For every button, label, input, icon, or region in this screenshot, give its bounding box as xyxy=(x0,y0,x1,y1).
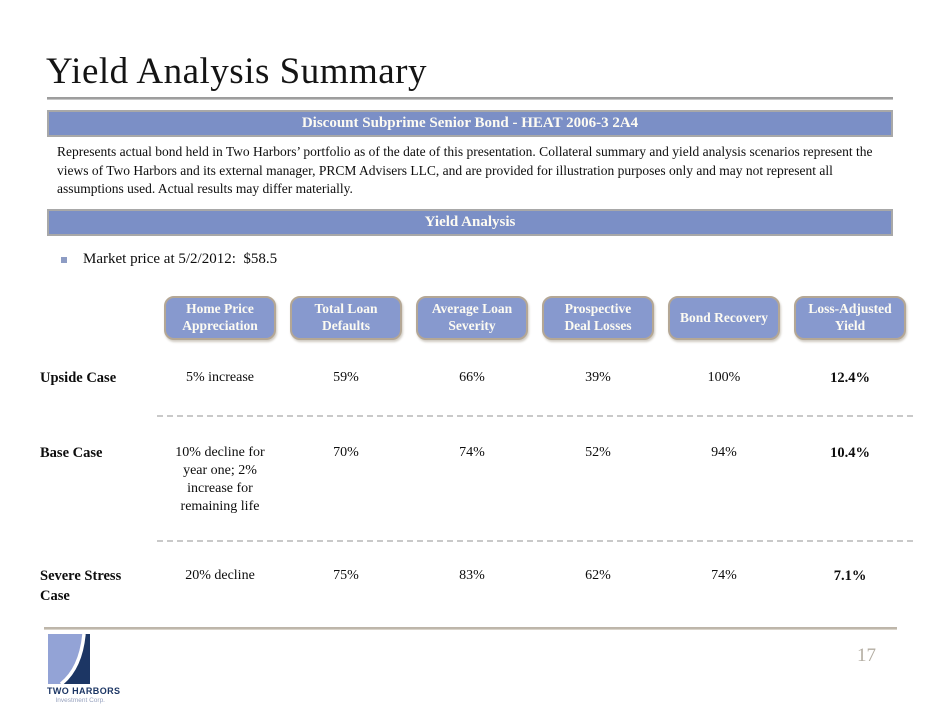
cell-losses: 62% xyxy=(585,568,611,584)
footer-divider xyxy=(44,627,897,630)
table-header-row: Home Price Appreciation Total Loan Defau… xyxy=(40,296,913,340)
cell-defaults: 75% xyxy=(333,568,359,584)
table-row-severe-stress-case: Severe Stress Case 20% decline 75% 83% 6… xyxy=(40,567,913,606)
cell-defaults: 59% xyxy=(333,370,359,385)
cell-hpa: 10% decline for year one; 2% increase fo… xyxy=(175,444,265,515)
square-bullet-icon xyxy=(61,257,67,263)
market-price-bullet: Market price at 5/2/2012: $58.5 xyxy=(61,251,277,268)
logo-subtitle: Investment Corp. xyxy=(55,697,106,704)
row-separator xyxy=(157,414,913,417)
column-header-bond-recovery: Bond Recovery xyxy=(668,296,780,340)
page-number: 17 xyxy=(857,645,876,666)
cell-recovery: 100% xyxy=(707,370,741,385)
cell-yield: 7.1% xyxy=(833,568,867,585)
cell-yield: 10.4% xyxy=(830,444,870,461)
column-header-loss-adjusted-yield: Loss-Adjusted Yield xyxy=(794,296,906,340)
page-title: Yield Analysis Summary xyxy=(46,51,427,92)
column-header-prospective-deal-losses: Prospective Deal Losses xyxy=(542,296,654,340)
yield-analysis-table: Home Price Appreciation Total Loan Defau… xyxy=(40,296,913,606)
column-header-home-price-appreciation: Home Price Appreciation xyxy=(164,296,276,340)
bond-banner: Discount Subprime Senior Bond - HEAT 200… xyxy=(47,110,893,137)
column-header-total-loan-defaults: Total Loan Defaults xyxy=(290,296,402,340)
row-label: Upside Case xyxy=(40,370,117,386)
cell-hpa: 5% increase xyxy=(185,370,255,385)
cell-hpa: 20% decline xyxy=(185,568,255,584)
yield-analysis-banner: Yield Analysis xyxy=(47,209,893,236)
logo-name: TWO HARBORS xyxy=(47,686,121,696)
cell-losses: 52% xyxy=(585,444,611,460)
row-label: Base Case xyxy=(40,444,103,461)
disclaimer-text: Represents actual bond held in Two Harbo… xyxy=(57,144,873,197)
two-harbors-logo-icon xyxy=(48,634,90,684)
cell-recovery: 74% xyxy=(711,568,737,584)
table-row-upside-case: Upside Case 5% increase 59% 66% 39% 100%… xyxy=(40,369,913,389)
market-price-text: Market price at 5/2/2012: $58.5 xyxy=(83,251,278,267)
two-harbors-logo: TWO HARBORS Investment Corp. xyxy=(47,634,121,704)
row-label: Severe Stress Case xyxy=(40,568,122,604)
cell-severity: 83% xyxy=(459,568,485,584)
cell-recovery: 94% xyxy=(711,444,737,460)
cell-defaults: 70% xyxy=(333,444,359,460)
cell-severity: 66% xyxy=(459,370,485,385)
column-header-average-loan-severity: Average Loan Severity xyxy=(416,296,528,340)
title-divider xyxy=(47,97,893,100)
cell-losses: 39% xyxy=(585,370,611,385)
table-row-base-case: Base Case 10% decline for year one; 2% i… xyxy=(40,444,913,517)
row-separator xyxy=(157,540,913,543)
cell-severity: 74% xyxy=(459,444,485,460)
cell-yield: 12.4% xyxy=(830,370,870,386)
